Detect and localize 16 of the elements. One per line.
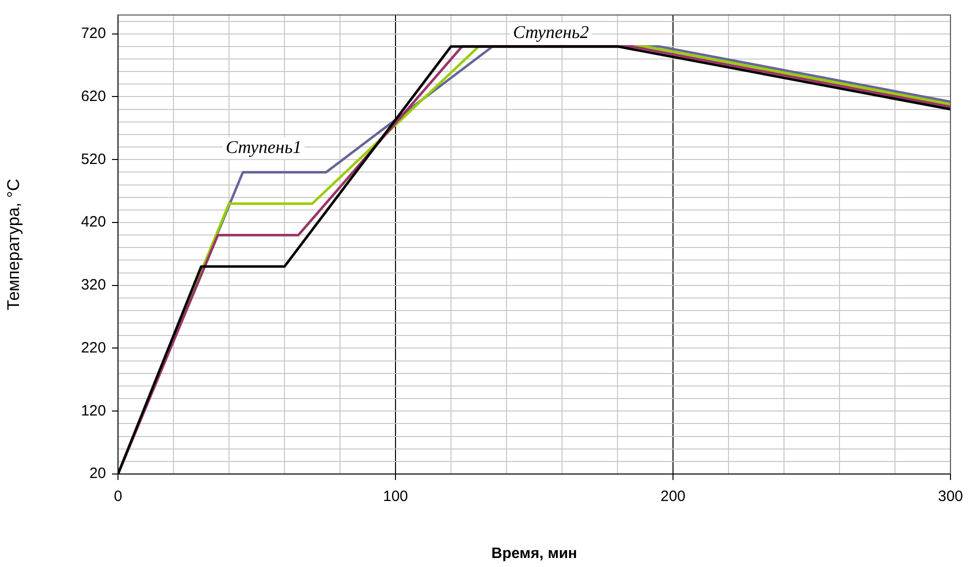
y-tick-label: 420 — [80, 214, 106, 231]
x-tick-label: 200 — [660, 488, 686, 506]
x-tick-label: 100 — [382, 488, 408, 506]
y-tick-label: 620 — [80, 88, 106, 105]
x-axis-title: Время, мин — [491, 545, 578, 562]
annotation: Ступень1 — [226, 136, 302, 157]
x-tick-label: 300 — [938, 488, 963, 506]
x-tick-label: 0 — [114, 488, 122, 506]
y-tick-label: 320 — [80, 276, 106, 294]
y-axis-title: Температура, °С — [4, 178, 23, 310]
annotation: Ступень2 — [512, 22, 589, 42]
y-tick-label: 520 — [80, 150, 106, 168]
y-tick-label: 120 — [80, 402, 106, 420]
y-tick-label: 220 — [80, 339, 106, 356]
y-tick-label: 20 — [89, 465, 106, 482]
y-tick-label: 720 — [80, 25, 106, 42]
